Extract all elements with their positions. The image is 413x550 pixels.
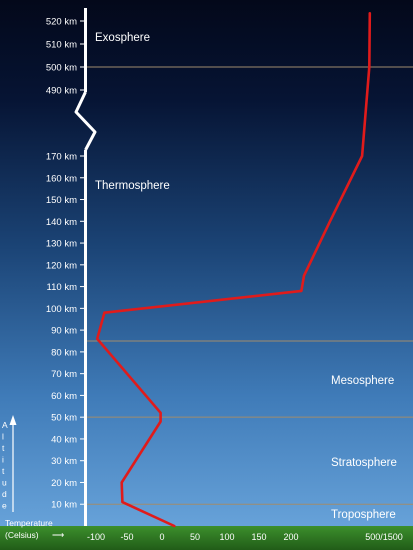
temperature-tick-label: -50 [120,532,133,542]
temperature-tick-label: 500/1500 [365,532,403,542]
temperature-axis-title: Temperature [5,518,53,528]
altitude-tick-label: 130 km [46,239,77,250]
altitude-tick-label: 520 km [46,17,77,28]
temperature-axis-unit: (Celsius) [5,530,39,540]
temperature-tick-label: 200 [283,532,298,542]
label-troposphere: Troposphere [331,509,396,521]
temperature-tick-label: 50 [190,532,200,542]
altitude-tick-label: 110 km [47,282,78,293]
altitude-tick-label: 150 km [46,195,77,206]
altitude-bar-lower [84,150,87,526]
layer-boundaries [87,66,413,505]
altitude-tick-label: 100 km [46,304,77,315]
temperature-tick-label: 100 [219,532,234,542]
label-stratosphere: Stratosphere [331,457,397,469]
temperature-axis: Temperature (Celsius) ⟶ -100 -50 0 50 100 150… [5,518,403,542]
altitude-tick-label: 170 km [46,152,77,163]
temperature-tick-label: -100 [87,532,105,542]
altitude-title-letter: u [2,478,7,488]
altitude-tick-label: 30 km [51,456,77,467]
altitude-bar-upper [84,8,87,92]
altitude-title-letter: t [2,466,5,476]
ground-strip [0,526,413,550]
temperature-profile-line [95,12,372,528]
altitude-scale: 520 km 510 km 500 km 490 km 170 km 160 km 150… [46,8,97,526]
label-mesosphere: Mesosphere [331,375,394,387]
label-thermosphere: Thermosphere [95,180,170,192]
altitude-tick-label: 60 km [51,391,77,402]
temperature-tick-label: 0 [159,532,164,542]
altitude-title-letter: i [2,455,4,465]
altitude-title-letter: d [2,489,7,499]
altitude-arrowhead-icon [9,415,17,425]
altitude-tick-label: 140 km [46,217,77,228]
altitude-ticks-lower: 170 km 160 km 150 km 140 km 130 km 120 km 110 … [46,152,84,511]
altitude-tick-label: 160 km [46,173,77,184]
altitude-title-letter: t [2,443,5,453]
altitude-title-letter: A [2,420,8,430]
altitude-tick-label: 20 km [51,478,77,489]
altitude-title-letter: l [2,432,4,442]
temperature-arrow-icon: ⟶ [52,530,65,540]
altitude-ticks-upper: 520 km 510 km 500 km 490 km [46,17,84,97]
temperature-tick-label: 150 [251,532,266,542]
altitude-tick-label: 80 km [51,347,77,358]
altitude-tick-label: 40 km [51,434,77,445]
altitude-tick-label: 90 km [51,326,77,337]
temperature-ticks: -100 -50 0 50 100 150 200 500/1500 [87,532,403,542]
altitude-tick-label: 10 km [51,500,77,511]
label-exosphere: Exosphere [95,32,150,44]
altitude-title-letter: e [2,501,7,511]
altitude-tick-label: 490 km [46,86,77,97]
altitude-tick-label: 70 km [51,369,77,380]
altitude-tick-label: 50 km [51,413,77,424]
altitude-tick-label: 500 km [46,63,77,74]
altitude-break-icon [74,91,97,151]
altitude-tick-label: 120 km [46,260,77,271]
altitude-tick-label: 510 km [46,40,77,51]
